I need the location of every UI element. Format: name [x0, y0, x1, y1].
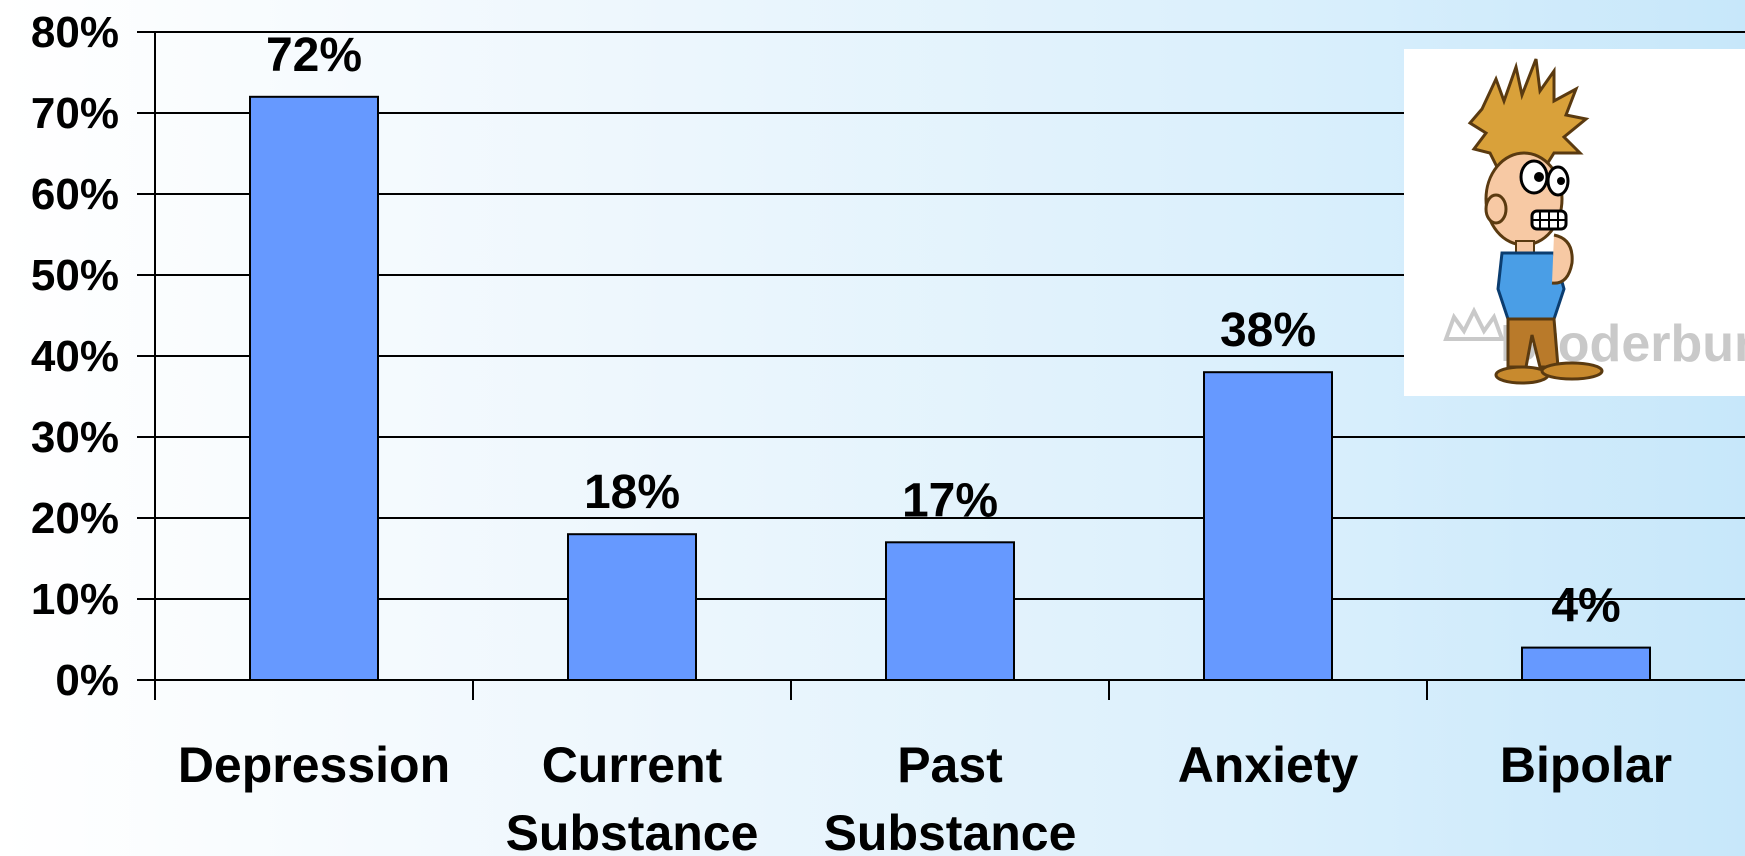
bar: [1521, 646, 1651, 681]
axes: [137, 31, 1428, 700]
gridlines: [155, 31, 1745, 681]
y-tick-label: 30%: [31, 413, 119, 462]
x-category-label: Depression: [178, 737, 450, 793]
x-category-label: Anxiety: [1178, 737, 1359, 793]
x-category-label: Past: [897, 737, 1003, 793]
data-label: 17%: [902, 474, 998, 527]
bar: [885, 541, 1015, 681]
y-tick-label: 0%: [55, 656, 119, 705]
y-tick-label: 70%: [31, 89, 119, 138]
bar: [249, 95, 379, 682]
y-tick-label: 40%: [31, 332, 119, 381]
x-category-labels: Depression Current Substance Past Substance A…: [178, 737, 1672, 856]
data-label: 72%: [266, 29, 362, 82]
x-category-label: Bipolar: [1500, 737, 1672, 793]
x-category-label: Current: [542, 737, 723, 793]
bars: [249, 95, 1651, 682]
y-tick-labels: 0% 10% 20% 30% 40% 50% 60% 70% 80%: [31, 8, 119, 705]
y-tick-label: 60%: [31, 170, 119, 219]
x-category-label: Substance: [506, 805, 759, 856]
bar: [567, 533, 697, 682]
bar: [1203, 371, 1333, 681]
y-tick-label: 80%: [31, 8, 119, 57]
data-label: 38%: [1220, 304, 1316, 357]
data-label: 18%: [584, 466, 680, 519]
data-label: 4%: [1551, 580, 1620, 633]
x-category-label: Substance: [824, 805, 1077, 856]
watermark-logo: Broderbund: [1443, 306, 1745, 373]
data-labels: 72% 18% 17% 38% 4%: [266, 29, 1621, 633]
y-tick-label: 10%: [31, 575, 119, 624]
y-tick-label: 50%: [31, 251, 119, 300]
y-tick-label: 20%: [31, 494, 119, 543]
stressed-man-cartoon-icon: Broderbund: [1404, 49, 1745, 396]
